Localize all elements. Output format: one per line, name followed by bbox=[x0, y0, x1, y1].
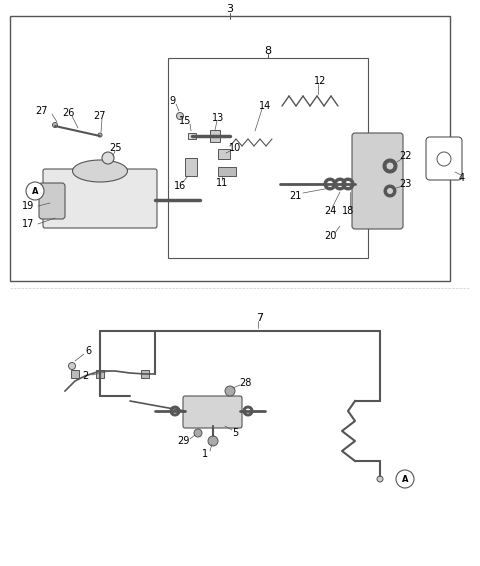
Text: 28: 28 bbox=[239, 378, 251, 388]
Text: A: A bbox=[32, 187, 38, 195]
Text: 23: 23 bbox=[399, 179, 411, 189]
Text: 25: 25 bbox=[109, 143, 121, 153]
Text: 27: 27 bbox=[36, 106, 48, 116]
Circle shape bbox=[396, 470, 414, 488]
Circle shape bbox=[194, 429, 202, 437]
Text: 12: 12 bbox=[314, 76, 326, 86]
Circle shape bbox=[69, 362, 75, 370]
Text: 6: 6 bbox=[85, 346, 91, 356]
Bar bbox=[188, 133, 196, 139]
Text: 16: 16 bbox=[174, 181, 186, 191]
Bar bbox=[141, 370, 149, 378]
Text: 24: 24 bbox=[324, 206, 336, 216]
Text: 20: 20 bbox=[324, 231, 336, 241]
Text: 18: 18 bbox=[342, 206, 354, 216]
Circle shape bbox=[177, 113, 183, 119]
Text: 13: 13 bbox=[212, 113, 224, 123]
Text: 19: 19 bbox=[22, 201, 34, 211]
Text: 11: 11 bbox=[216, 178, 228, 188]
Text: 27: 27 bbox=[94, 111, 106, 121]
Text: 8: 8 bbox=[264, 46, 272, 56]
Text: 3: 3 bbox=[227, 4, 233, 14]
Bar bbox=[218, 149, 230, 159]
Circle shape bbox=[52, 122, 58, 127]
Bar bbox=[185, 158, 197, 176]
FancyBboxPatch shape bbox=[426, 137, 462, 180]
Bar bbox=[210, 130, 220, 142]
Text: 2: 2 bbox=[82, 371, 88, 381]
FancyBboxPatch shape bbox=[183, 396, 242, 428]
Bar bbox=[10, 16, 450, 281]
Ellipse shape bbox=[72, 160, 128, 182]
Circle shape bbox=[26, 182, 44, 200]
Bar bbox=[168, 58, 368, 258]
Text: 17: 17 bbox=[22, 219, 34, 229]
Text: 5: 5 bbox=[232, 428, 238, 438]
Bar bbox=[71, 370, 79, 378]
Text: 29: 29 bbox=[177, 436, 189, 446]
Text: A: A bbox=[402, 474, 408, 483]
Text: 26: 26 bbox=[62, 108, 74, 118]
Text: 22: 22 bbox=[399, 151, 411, 161]
Circle shape bbox=[208, 436, 218, 446]
Text: 9: 9 bbox=[169, 96, 175, 106]
Bar bbox=[218, 167, 236, 176]
Circle shape bbox=[102, 152, 114, 164]
FancyBboxPatch shape bbox=[352, 133, 403, 229]
Circle shape bbox=[98, 133, 102, 137]
FancyBboxPatch shape bbox=[39, 183, 65, 219]
FancyBboxPatch shape bbox=[43, 169, 157, 228]
Text: 15: 15 bbox=[179, 116, 191, 126]
Text: 21: 21 bbox=[289, 191, 301, 201]
Text: 4: 4 bbox=[459, 173, 465, 183]
Text: 14: 14 bbox=[259, 101, 271, 111]
Text: 7: 7 bbox=[256, 313, 264, 323]
Bar bbox=[96, 370, 104, 378]
Text: 1: 1 bbox=[202, 449, 208, 459]
Circle shape bbox=[437, 152, 451, 166]
Circle shape bbox=[225, 386, 235, 396]
Text: 10: 10 bbox=[229, 143, 241, 153]
Circle shape bbox=[377, 476, 383, 482]
